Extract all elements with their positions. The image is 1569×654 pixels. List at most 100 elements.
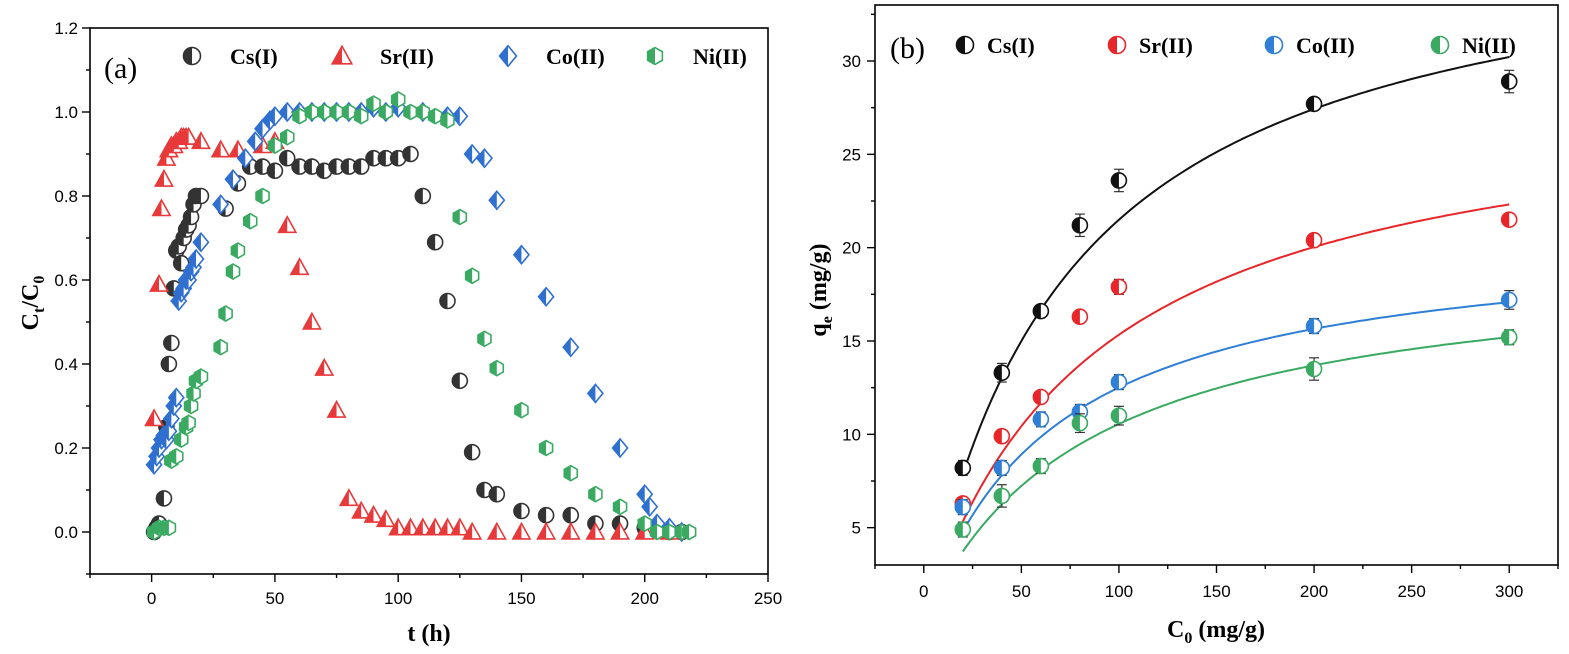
panel-a-point-sr-ii [560, 521, 581, 540]
panel-a-point-co-ii [224, 168, 242, 190]
panel-a-point-ni-ii [292, 107, 307, 125]
panel-a-y-title-main: C [18, 313, 44, 330]
panel-b-fit-line-co-ii [961, 301, 1510, 532]
panel-a-point-sr-ii [153, 168, 174, 187]
panel-a-point-cs-i [365, 149, 382, 167]
panel-a-point-ni-ii [415, 103, 431, 121]
panel-a-point-sr-ii [536, 521, 557, 540]
panel-a-point-cs-i [537, 506, 555, 524]
panel-b-point-co-ii [1500, 291, 1518, 309]
panel-a-label: (a) [104, 52, 137, 85]
panel-b-y-tick-label: 10 [842, 425, 861, 444]
panel-b-x-title-sub: 0 [1184, 630, 1192, 647]
panel-a-point-ni-ii [662, 523, 677, 541]
panel-a-point-co-ii [641, 496, 659, 518]
panel-a-point-co-ii [488, 189, 506, 211]
panel-a-point-cs-i [414, 187, 432, 205]
panel-b-point-sr-ii [1110, 278, 1128, 296]
panel-a-point-ni-ii [267, 137, 283, 155]
panel-a-point-ni-ii [161, 519, 177, 537]
panel-a-point-co-ii [212, 194, 230, 215]
panel-a-point-ni-ii [649, 523, 665, 541]
panel-b-point-sr-ii [1500, 211, 1518, 228]
panel-a-point-co-ii [586, 383, 604, 404]
panel-b-point-cs-i [1110, 172, 1128, 189]
panel-b-point-ni-ii [954, 521, 972, 538]
panel-b-point-cs-i [993, 364, 1011, 382]
panel-a-point-sr-ii [210, 139, 231, 158]
panel-b-x-tick-label: 0 [919, 582, 928, 601]
panel-a-legend-marker-sr-ii [330, 44, 354, 65]
panel-b-legend-label-ni-ii: Ni(II) [1462, 33, 1516, 58]
panel-b-y-tick-label: 30 [842, 52, 861, 71]
panel-b-legend-marker-cs-i [955, 35, 975, 55]
panel-a-legend-marker-co-ii [498, 44, 518, 68]
panel-a-x-tick-label: 100 [384, 589, 412, 608]
panel-a-point-ni-ii [403, 103, 418, 121]
panel-a-point-ni-ii [186, 384, 201, 402]
panel-a-point-co-ii [562, 336, 580, 358]
panel-b-point-ni-ii [993, 487, 1011, 505]
panel-a-point-cs-i [352, 158, 370, 175]
panel-a-point-co-ii [537, 286, 555, 308]
panel-b-point-ni-ii [1032, 457, 1050, 475]
panel-a-point-sr-ii [449, 517, 470, 536]
panel-b-point-ni-ii [1500, 328, 1518, 346]
panel-a-x-tick-label: 50 [265, 589, 284, 608]
panel-b-legend-label-cs-i: Cs(I) [987, 33, 1035, 58]
panel-a-point-sr-ii [338, 488, 359, 507]
panel-a-point-sr-ii [425, 517, 446, 536]
panel-a-x-axis-title: t (h) [407, 621, 450, 647]
panel-b-legend-label-sr-ii: Sr(II) [1139, 33, 1193, 58]
panel-a-point-co-ii [463, 143, 481, 165]
panel-a-point-cs-i [451, 372, 469, 390]
panel-a-y-tick-label: 0.4 [54, 355, 78, 374]
panel-a-point-sr-ii [178, 126, 199, 145]
panel-a-point-cs-i [278, 149, 296, 167]
panel-a-point-cs-i [377, 149, 395, 167]
panel-a-point-ni-ii [489, 359, 505, 377]
panel-a-chart: 0 50 100 150 200 250 0.0 0.2 0.4 0.6 0.8 1.0 1.2 (a)… [18, 19, 782, 647]
panel-b-y-tick-label: 20 [842, 239, 861, 258]
panel-a-point-sr-ii [289, 257, 310, 276]
panel-a-y-tick-label: 0.8 [54, 187, 78, 206]
panel-b-plot-frame [874, 4, 1559, 566]
panel-a-point-sr-ii [400, 517, 421, 536]
panel-b-point-co-ii [1305, 317, 1323, 335]
panel-a-point-sr-ii [412, 517, 433, 536]
panel-a-point-co-ii [451, 105, 469, 127]
panel-a-point-cs-i [328, 158, 345, 175]
panel-a-legend-label-co-ii: Co(II) [546, 44, 605, 69]
panel-a-point-ni-ii [242, 212, 258, 230]
panel-a-y-axis-title: Ct/C0 [18, 276, 48, 331]
panel-b-y-title-main: q [806, 323, 832, 337]
panel-a-point-co-ii [236, 147, 254, 169]
panel-b-series-co-ii [954, 290, 1518, 516]
panel-b-point-co-ii [993, 459, 1011, 477]
panel-b-point-sr-ii [1032, 388, 1050, 406]
panel-a-point-ni-ii [316, 103, 332, 121]
panel-a-point-ni-ii [255, 187, 270, 205]
panel-a-point-sr-ii [437, 517, 458, 536]
panel-b-x-tick-label: 100 [1105, 582, 1133, 601]
panel-a-y-title-sub-0: 0 [31, 276, 48, 284]
panel-b-point-cs-i [1032, 302, 1050, 320]
panel-a-point-ni-ii [304, 103, 320, 121]
panel-a-point-cs-i [463, 443, 481, 461]
panel-b-point-co-ii [1110, 373, 1128, 391]
panel-a-point-sr-ii [351, 500, 372, 519]
panel-b-x-tick-label: 200 [1300, 582, 1328, 601]
panel-a-point-sr-ii [301, 311, 322, 330]
panel-a-point-ni-ii [514, 401, 529, 419]
panel-b-legend-marker-sr-ii [1107, 35, 1127, 55]
panel-b-y-title-sub: e [819, 316, 836, 323]
panel-b-x-title-main: C [1167, 617, 1184, 643]
panel-a-point-ni-ii [464, 267, 480, 285]
panel-a-point-sr-ii [388, 517, 409, 536]
panel-a-y-title-sub-t: t [31, 307, 48, 313]
panel-b-label: (b) [890, 32, 925, 65]
panel-a-legend: Cs(I) Sr(II) Co(II) Ni(II) [182, 44, 747, 69]
panel-a-point-cs-i [182, 208, 200, 226]
panel-a-point-ni-ii [681, 523, 697, 541]
